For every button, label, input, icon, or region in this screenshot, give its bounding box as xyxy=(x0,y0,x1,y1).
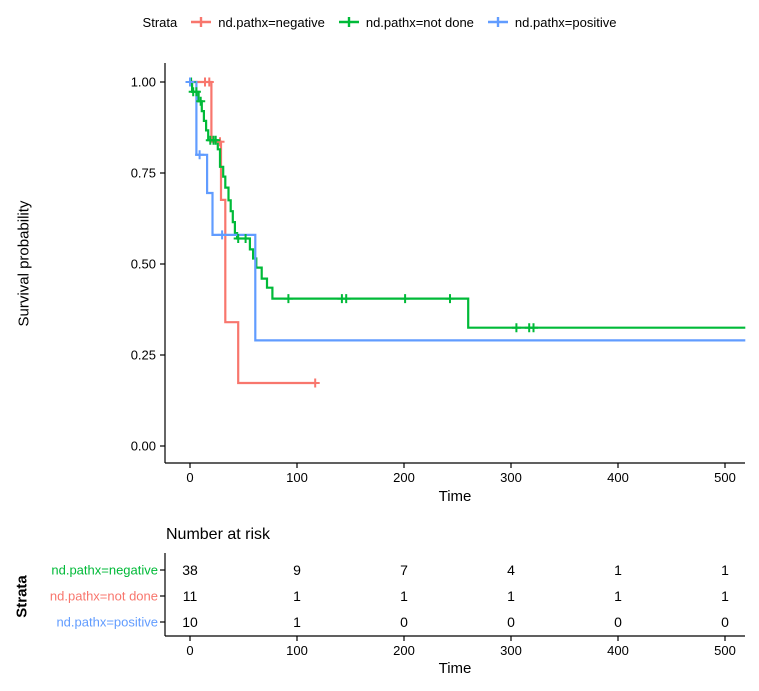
legend-item-label: nd.pathx=not done xyxy=(365,14,474,30)
y-tick-label: 0.25 xyxy=(130,347,156,363)
censor-mark xyxy=(215,137,225,147)
risk-x-axis-title: Time xyxy=(438,660,472,677)
risk-x-tick-label: 300 xyxy=(500,643,522,658)
y-tick-label: 0.50 xyxy=(130,256,156,272)
risk-row-label: nd.pathx=positive xyxy=(56,614,158,630)
legend-item: nd.pathx=negative xyxy=(189,14,325,30)
risk-count-value: 1 xyxy=(614,562,622,578)
censor-mark xyxy=(185,77,195,87)
risk-x-tick-label: 0 xyxy=(186,643,194,658)
risk-count-value: 1 xyxy=(721,562,729,578)
legend-title: Strata xyxy=(142,14,178,30)
y-tick-label: 0.75 xyxy=(130,165,156,181)
risk-count-value: 11 xyxy=(182,588,198,604)
legend-key-plus-icon xyxy=(487,17,508,27)
y-axis-title: Survival probability xyxy=(15,200,33,327)
risk-count-value: 10 xyxy=(182,614,198,630)
legend-item-label: nd.pathx=negative xyxy=(218,14,325,30)
censor-mark xyxy=(511,323,521,333)
x-tick-label: 400 xyxy=(607,470,629,485)
censor-mark xyxy=(211,135,221,145)
legend: Strata nd.pathx=negative nd.pathx=not don… xyxy=(0,14,759,30)
risk-x-tick-label: 500 xyxy=(714,643,736,658)
risk-x-tick-label: 100 xyxy=(286,643,308,658)
x-tick-label: 0 xyxy=(186,470,194,485)
risk-count-value: 0 xyxy=(507,614,515,630)
risk-count-value: 4 xyxy=(507,562,515,578)
y-tick-label: 0.00 xyxy=(130,438,156,454)
censor-mark xyxy=(195,150,205,160)
risk-table-title: Number at risk xyxy=(166,526,271,543)
x-axis-title: Time xyxy=(438,488,472,505)
risk-count-value: 38 xyxy=(182,562,198,578)
censor-mark xyxy=(310,378,320,388)
risk-count-value: 0 xyxy=(721,614,729,630)
legend-items: nd.pathx=negative nd.pathx=not done nd.pat… xyxy=(189,14,616,30)
risk-count-value: 0 xyxy=(614,614,622,630)
legend-key-plus-icon xyxy=(338,17,359,27)
legend-item-label: nd.pathx=positive xyxy=(514,14,617,30)
x-tick-label: 100 xyxy=(286,470,308,485)
censor-mark xyxy=(217,230,227,240)
censor-mark xyxy=(191,87,201,97)
legend-item: nd.pathx=positive xyxy=(486,14,617,30)
risk-row-label: nd.pathx=negative xyxy=(51,562,158,578)
x-tick-label: 300 xyxy=(500,470,522,485)
km-curve xyxy=(190,80,746,329)
censor-mark xyxy=(204,77,214,87)
censor-mark xyxy=(283,294,293,304)
risk-x-tick-label: 200 xyxy=(393,643,415,658)
risk-count-value: 0 xyxy=(400,614,408,630)
censor-mark xyxy=(400,294,410,304)
risk-count-value: 9 xyxy=(293,562,301,578)
risk-count-value: 7 xyxy=(400,562,408,578)
risk-count-value: 1 xyxy=(507,588,515,604)
risk-count-value: 1 xyxy=(400,588,408,604)
legend-item: nd.pathx=not done xyxy=(337,14,474,30)
censor-mark xyxy=(529,323,538,333)
risk-x-tick-label: 400 xyxy=(607,643,629,658)
y-tick-label: 1.00 xyxy=(130,74,156,90)
risk-count-value: 1 xyxy=(293,588,301,604)
km-curve xyxy=(190,80,316,385)
risk-count-value: 1 xyxy=(614,588,622,604)
x-tick-label: 200 xyxy=(393,470,415,485)
censor-mark xyxy=(445,294,455,304)
censor-mark xyxy=(241,234,251,243)
censor-mark xyxy=(341,294,351,304)
risk-count-value: 1 xyxy=(721,588,729,604)
risk-count-value: 1 xyxy=(293,614,301,630)
km-curve xyxy=(190,80,746,342)
censor-mark xyxy=(196,96,206,106)
risk-row-label: nd.pathx=not done xyxy=(49,588,158,604)
x-tick-label: 500 xyxy=(714,470,736,485)
legend-key-plus-icon xyxy=(191,17,212,27)
